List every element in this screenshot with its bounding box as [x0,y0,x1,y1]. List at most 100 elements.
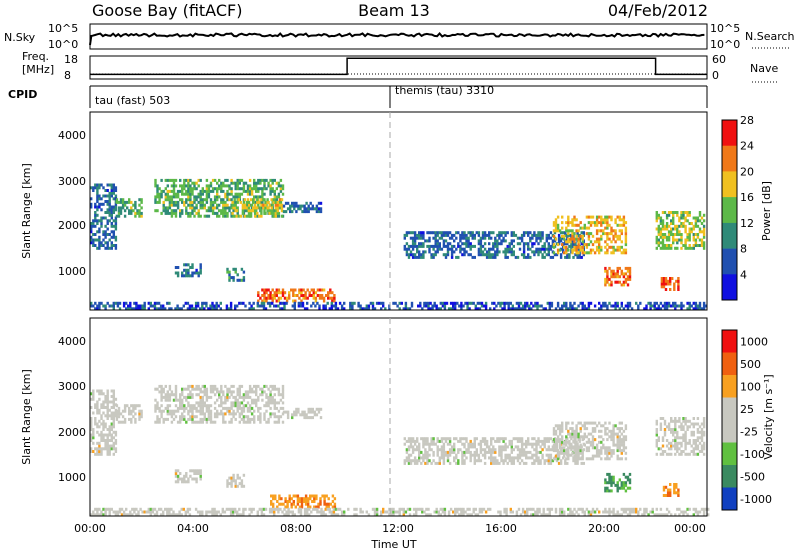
velocity-cell-7 [559,459,563,463]
power-cell-2 [281,187,285,191]
power-cell-13 [614,304,617,308]
power-cell-13 [225,304,229,308]
velocity-cell-5 [236,484,239,488]
power-cell-2 [160,192,163,196]
power-cell-13 [357,301,360,305]
power-cell-9 [624,232,628,236]
power-cell-8 [461,231,464,235]
velocity-cell-9 [608,478,611,482]
velocity-cell-7 [506,445,509,449]
power-cell-13 [419,304,422,308]
velocity-cell-7 [407,448,411,452]
power-cell-13 [349,304,352,308]
velocity-cell-12 [554,510,558,514]
velocity-cell-9 [624,475,628,479]
velocity-cell-7 [549,437,553,441]
velocity-cell-12 [606,510,609,514]
power-cell-7 [267,296,270,300]
velocity-cell-12 [412,507,416,511]
power-cell-8 [504,231,507,235]
velocity-cell-12 [573,513,576,517]
power-cell-10 [604,283,607,287]
velocity-cell-0 [104,433,107,437]
power-cell-9 [600,215,603,219]
power-cell-8 [535,239,538,243]
power-cell-2 [244,209,248,213]
velocity-cell-2 [172,393,176,397]
velocity-cell-2 [162,409,165,413]
power-cell-12 [671,277,674,280]
power-cell-3 [258,200,261,204]
power-cell-11 [670,219,673,223]
power-cell-3 [252,200,255,204]
velocity-cell-10 [688,425,691,429]
power-cell-9 [556,223,560,227]
velocity-cell-12 [176,513,179,517]
velocity-cell-7 [502,445,505,449]
velocity-cell-2 [269,415,272,419]
velocity-cell-2 [183,417,186,421]
velocity-cell-0 [90,397,93,401]
velocity-cell-6 [286,502,289,506]
power-cell-13 [635,301,638,305]
velocity-cell-2 [281,393,285,397]
power-cell-8 [568,255,571,259]
power-cell-13 [153,301,157,305]
power-cell-13 [96,304,99,308]
velocity-cell-0 [102,433,105,437]
power-cell-3 [245,214,249,218]
power-cell-3 [256,211,259,215]
velocity-cell-8 [556,424,560,428]
velocity-cell-7 [527,456,530,460]
power-cell-0 [114,202,118,206]
velocity-cell-2 [160,404,163,408]
velocity-cell-2 [179,393,182,397]
power-cell-2 [218,195,221,199]
velocity-cell-12 [661,513,665,517]
power-cell-0 [102,233,105,236]
velocity-cell-8 [618,449,621,453]
power-cell-13 [569,301,572,305]
power-cell-9 [571,237,574,241]
power-cell-13 [587,301,591,305]
power-cell-2 [156,184,159,188]
power-cell-4 [286,207,290,211]
power-cell-0 [96,200,99,203]
power-cell-10 [604,269,607,273]
power-cell-9 [573,232,576,236]
power-cell-0 [106,208,109,212]
velocity-cell-9 [606,481,609,485]
power-cell-8 [436,231,439,235]
velocity-cell-7 [494,448,497,452]
power-cell-8 [477,233,481,237]
velocity-cell-12 [542,507,545,511]
velocity-cell-2 [265,393,268,397]
velocity-cell-2 [179,398,182,402]
velocity-cell-8 [589,432,593,436]
velocity-cell-2 [216,398,219,402]
power-cell-2 [263,178,266,182]
power-cell-3 [278,198,282,202]
power-cell-13 [484,301,488,305]
velocity-cell-12 [702,513,706,517]
velocity-cell-7 [547,445,550,449]
velocity-cell-12 [472,507,475,511]
power-cell-9 [614,248,617,252]
velocity-cell-7 [457,439,460,443]
velocity-cell-7 [416,461,419,465]
power-cell-8 [473,236,476,240]
velocity-cell-8 [583,421,586,425]
power-cell-13 [219,301,222,305]
power-cell-0 [108,191,111,195]
power-cell-8 [498,231,501,235]
velocity-cell-7 [453,459,456,463]
velocity-cell-8 [612,443,615,447]
power-cell-2 [279,200,283,204]
power-cell-10 [614,272,617,276]
velocity-cell-2 [246,401,250,405]
velocity-cell-10 [692,447,695,451]
power-cell-2 [185,189,188,193]
power-cell-9 [552,221,556,225]
power-cell-0 [98,241,101,245]
freq-left-tick-bottom: 8 [64,69,71,82]
